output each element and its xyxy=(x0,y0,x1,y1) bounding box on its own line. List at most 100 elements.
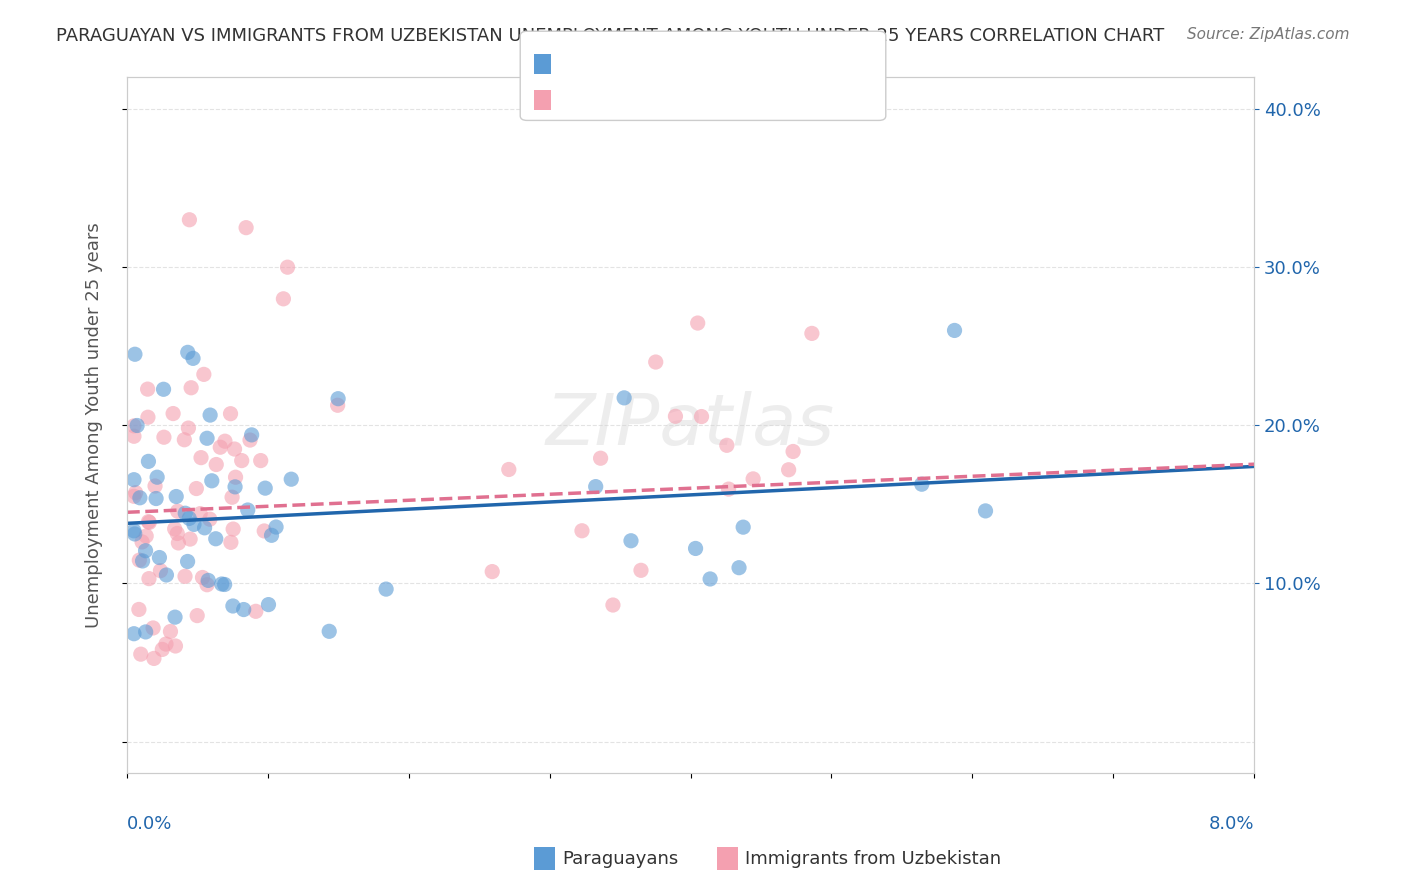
Immigrants from Uzbekistan xyxy=(193,368,215,382)
Immigrants from Uzbekistan xyxy=(231,453,253,467)
Text: Source: ZipAtlas.com: Source: ZipAtlas.com xyxy=(1187,27,1350,42)
Immigrants from Uzbekistan xyxy=(188,507,211,521)
Immigrants from Uzbekistan xyxy=(191,570,214,584)
Paraguayans xyxy=(222,599,245,613)
Immigrants from Uzbekistan xyxy=(209,440,232,454)
Immigrants from Uzbekistan xyxy=(122,489,145,503)
Paraguayans xyxy=(974,504,997,518)
Paraguayans xyxy=(135,624,157,639)
Paraguayans xyxy=(165,490,187,504)
Immigrants from Uzbekistan xyxy=(205,458,228,472)
Paraguayans xyxy=(177,345,200,359)
Paraguayans xyxy=(163,610,186,624)
Paraguayans xyxy=(181,351,204,366)
Paraguayans xyxy=(224,480,246,494)
Immigrants from Uzbekistan xyxy=(166,526,188,541)
Immigrants from Uzbekistan xyxy=(131,535,153,549)
Immigrants from Uzbekistan xyxy=(128,553,150,567)
Paraguayans xyxy=(733,520,755,534)
Paraguayans xyxy=(124,527,146,541)
Text: R = 0.079   N = 76: R = 0.079 N = 76 xyxy=(555,89,740,107)
Immigrants from Uzbekistan xyxy=(225,470,247,484)
Y-axis label: Unemployment Among Youth under 25 years: Unemployment Among Youth under 25 years xyxy=(86,222,103,628)
Paraguayans xyxy=(260,528,283,542)
Paraguayans xyxy=(155,568,177,582)
Immigrants from Uzbekistan xyxy=(186,608,208,623)
Immigrants from Uzbekistan xyxy=(235,220,257,235)
Immigrants from Uzbekistan xyxy=(589,451,612,466)
Paraguayans xyxy=(122,626,145,640)
Paraguayans xyxy=(264,520,287,534)
Text: 8.0%: 8.0% xyxy=(1209,815,1254,833)
Immigrants from Uzbekistan xyxy=(138,516,160,530)
Paraguayans xyxy=(138,454,160,468)
Immigrants from Uzbekistan xyxy=(150,642,173,657)
Immigrants from Uzbekistan xyxy=(778,463,800,477)
Immigrants from Uzbekistan xyxy=(716,438,738,452)
Immigrants from Uzbekistan xyxy=(136,410,159,425)
Immigrants from Uzbekistan xyxy=(273,292,295,306)
Paraguayans xyxy=(198,408,221,422)
Paraguayans xyxy=(124,347,146,361)
Paraguayans xyxy=(174,506,197,520)
Immigrants from Uzbekistan xyxy=(214,434,236,449)
Paraguayans xyxy=(128,491,150,505)
Immigrants from Uzbekistan xyxy=(644,355,666,369)
Paraguayans xyxy=(148,550,170,565)
Immigrants from Uzbekistan xyxy=(277,260,299,275)
Immigrants from Uzbekistan xyxy=(122,429,145,443)
Paraguayans xyxy=(204,532,226,546)
Paraguayans xyxy=(326,392,349,406)
Immigrants from Uzbekistan xyxy=(249,453,271,467)
Paraguayans xyxy=(254,481,277,495)
Immigrants from Uzbekistan xyxy=(717,482,740,496)
Immigrants from Uzbekistan xyxy=(177,421,200,435)
Text: ZIPatlas: ZIPatlas xyxy=(546,391,835,459)
Paraguayans xyxy=(122,524,145,538)
Immigrants from Uzbekistan xyxy=(481,565,503,579)
Paraguayans xyxy=(145,491,167,506)
Paraguayans xyxy=(194,521,217,535)
Immigrants from Uzbekistan xyxy=(136,382,159,396)
Immigrants from Uzbekistan xyxy=(122,418,145,433)
Immigrants from Uzbekistan xyxy=(163,522,186,536)
Immigrants from Uzbekistan xyxy=(686,316,709,330)
Immigrants from Uzbekistan xyxy=(224,442,246,456)
Immigrants from Uzbekistan xyxy=(179,212,201,227)
Immigrants from Uzbekistan xyxy=(326,398,349,412)
Immigrants from Uzbekistan xyxy=(128,602,150,616)
Immigrants from Uzbekistan xyxy=(219,407,242,421)
Text: Paraguayans: Paraguayans xyxy=(562,850,679,868)
Paraguayans xyxy=(176,554,198,568)
Immigrants from Uzbekistan xyxy=(166,504,188,518)
Paraguayans xyxy=(943,323,966,337)
Immigrants from Uzbekistan xyxy=(143,479,166,493)
Immigrants from Uzbekistan xyxy=(186,482,208,496)
Paraguayans xyxy=(201,474,224,488)
Immigrants from Uzbekistan xyxy=(149,564,172,578)
Paraguayans xyxy=(280,472,302,486)
Paraguayans xyxy=(152,382,174,396)
Immigrants from Uzbekistan xyxy=(253,524,276,538)
Paraguayans xyxy=(236,503,259,517)
Immigrants from Uzbekistan xyxy=(153,430,176,444)
Paraguayans xyxy=(122,473,145,487)
Immigrants from Uzbekistan xyxy=(664,409,686,424)
Paraguayans xyxy=(214,577,236,591)
Paraguayans xyxy=(613,391,636,405)
Immigrants from Uzbekistan xyxy=(135,529,157,543)
Paraguayans xyxy=(232,602,254,616)
Immigrants from Uzbekistan xyxy=(198,512,221,526)
Immigrants from Uzbekistan xyxy=(571,524,593,538)
Immigrants from Uzbekistan xyxy=(782,444,804,458)
Immigrants from Uzbekistan xyxy=(162,407,184,421)
Paraguayans xyxy=(240,428,263,442)
Immigrants from Uzbekistan xyxy=(142,621,165,635)
Immigrants from Uzbekistan xyxy=(179,532,201,546)
Immigrants from Uzbekistan xyxy=(138,572,160,586)
Immigrants from Uzbekistan xyxy=(124,485,146,500)
Immigrants from Uzbekistan xyxy=(167,536,190,550)
Immigrants from Uzbekistan xyxy=(239,433,262,447)
Paraguayans xyxy=(257,598,280,612)
Paraguayans xyxy=(375,582,398,596)
